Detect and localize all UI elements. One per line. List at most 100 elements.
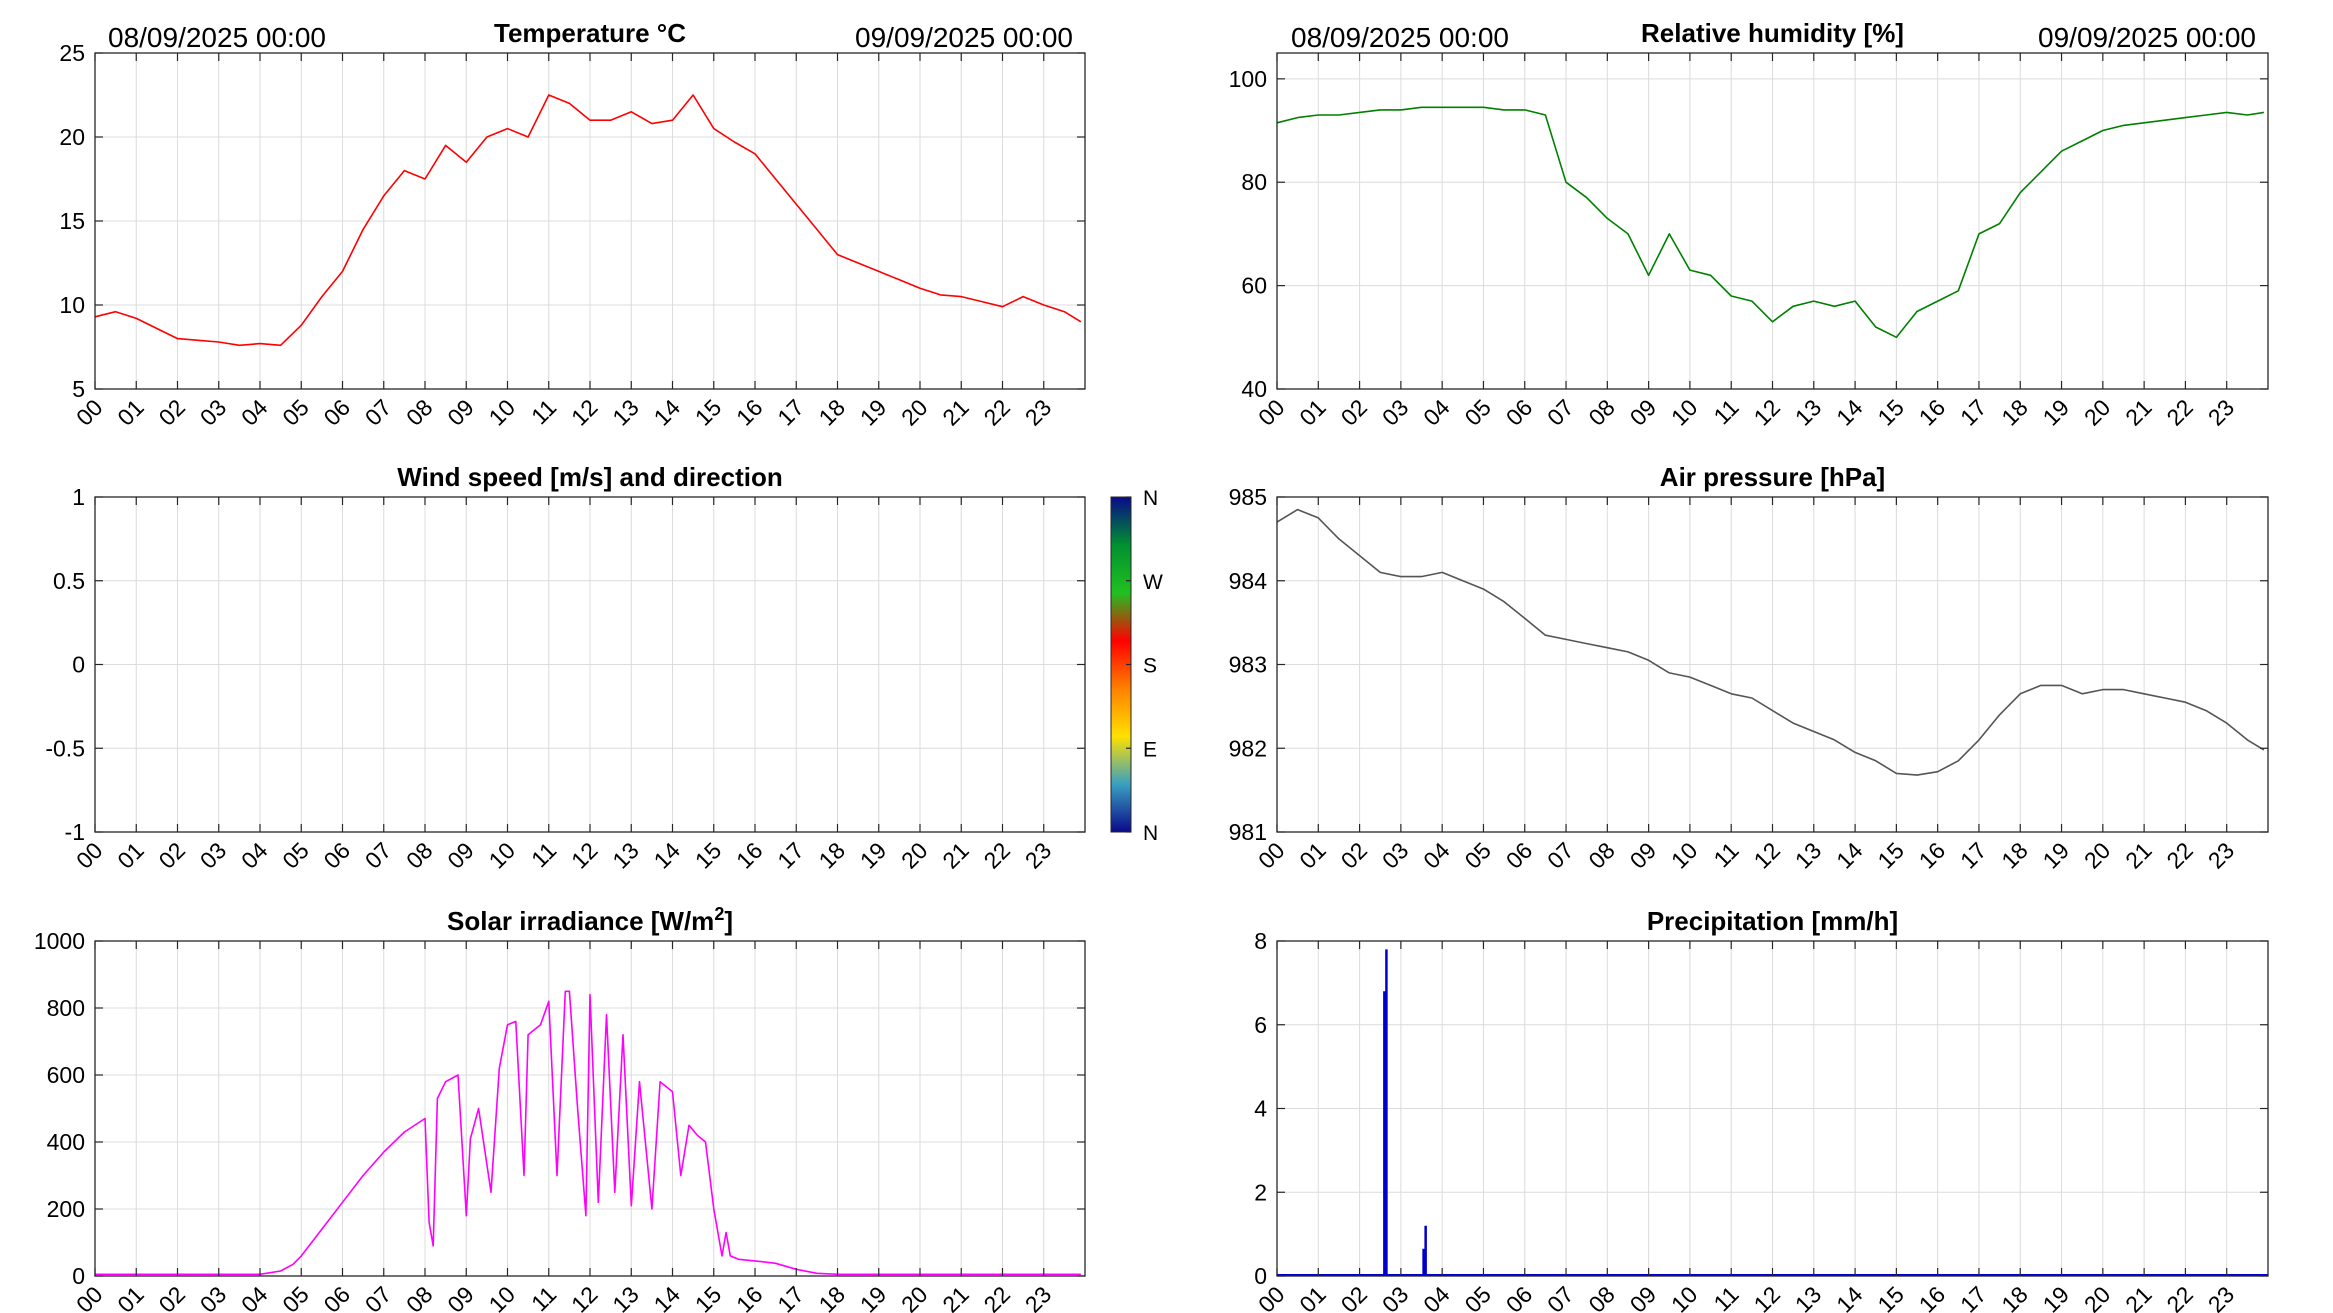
y-tick-label: 20 xyxy=(59,124,85,150)
y-tick-label: 100 xyxy=(1229,66,1267,92)
x-tick-label: 15 xyxy=(1872,837,1908,873)
x-tick-label: 06 xyxy=(319,394,355,430)
x-tick-label: 14 xyxy=(649,394,686,431)
x-tick-label: 16 xyxy=(1914,394,1950,430)
x-tick-label: 23 xyxy=(2203,1281,2239,1313)
wind-title: Wind speed [m/s] and direction xyxy=(397,462,782,492)
humidity-series-line xyxy=(1276,106,2265,339)
start-date-label-right: 08/09/2025 00:00 xyxy=(1291,22,1509,53)
x-tick-label: 03 xyxy=(195,837,231,873)
x-tick-label: 08 xyxy=(1583,394,1619,430)
x-tick-label: 03 xyxy=(1377,1281,1413,1313)
x-tick-label: 13 xyxy=(1790,394,1826,430)
x-tick-label: 22 xyxy=(2161,394,2197,430)
end-date-label-right: 09/09/2025 00:00 xyxy=(2038,22,2256,53)
x-tick-label: 21 xyxy=(2120,1281,2156,1313)
x-tick-label: 22 xyxy=(2161,837,2197,873)
end-date-label-left: 09/09/2025 00:00 xyxy=(855,22,1073,53)
x-tick-label: 09 xyxy=(442,1281,478,1313)
x-tick-label: 02 xyxy=(154,837,190,873)
y-tick-label: 0 xyxy=(72,1263,85,1289)
x-tick-label: 18 xyxy=(814,394,850,430)
x-tick-label: 19 xyxy=(2038,1281,2074,1313)
x-tick-label: 23 xyxy=(1020,1281,1056,1313)
temperature-series-line xyxy=(94,94,1082,347)
x-tick-label: 12 xyxy=(566,1281,602,1313)
x-tick-label: 07 xyxy=(1542,394,1578,430)
x-tick-label: 08 xyxy=(401,394,437,430)
x-tick-label: 16 xyxy=(1914,1281,1950,1313)
x-tick-label: 10 xyxy=(1666,1281,1702,1313)
x-tick-label: 02 xyxy=(154,1281,190,1313)
x-tick-label: 17 xyxy=(772,1281,808,1313)
colorbar-label: N xyxy=(1143,487,1158,510)
y-tick-label: 984 xyxy=(1229,568,1268,594)
y-tick-label: 2 xyxy=(1254,1179,1267,1205)
x-tick-label: 23 xyxy=(2203,837,2239,873)
x-tick-label: 04 xyxy=(236,1281,273,1313)
x-tick-label: 11 xyxy=(526,1281,561,1313)
pressure-title: Air pressure [hPa] xyxy=(1660,462,1885,492)
x-tick-label: 12 xyxy=(566,837,602,873)
x-tick-label: 13 xyxy=(1790,837,1826,873)
x-tick-label: 18 xyxy=(1996,837,2032,873)
y-tick-label: -1 xyxy=(65,819,85,845)
x-tick-label: 08 xyxy=(1583,837,1619,873)
x-tick-label: 09 xyxy=(1625,1281,1661,1313)
precip-title: Precipitation [mm/h] xyxy=(1647,906,1898,936)
colorbar-label: E xyxy=(1143,738,1157,761)
x-tick-label: 10 xyxy=(1666,837,1702,873)
x-tick-label: 21 xyxy=(937,394,973,430)
temperature-title: Temperature °C xyxy=(494,18,686,48)
x-tick-label: 15 xyxy=(1872,1281,1908,1313)
x-tick-label: 14 xyxy=(1831,394,1868,431)
y-tick-label: 10 xyxy=(59,292,85,318)
x-tick-label: 06 xyxy=(1501,1281,1537,1313)
x-tick-label: 18 xyxy=(1996,1281,2032,1313)
colorbar-label: N xyxy=(1143,822,1158,845)
x-tick-label: 05 xyxy=(1460,394,1496,430)
x-tick-label: 09 xyxy=(1625,394,1661,430)
x-tick-label: 17 xyxy=(772,394,808,430)
x-tick-label: 08 xyxy=(401,1281,437,1313)
x-tick-label: 20 xyxy=(896,394,932,430)
x-tick-label: 11 xyxy=(526,394,561,429)
x-tick-label: 16 xyxy=(1914,837,1950,873)
x-tick-label: 19 xyxy=(855,1281,891,1313)
x-tick-label: 10 xyxy=(484,394,520,430)
x-tick-label: 19 xyxy=(2038,837,2074,873)
x-tick-label: 01 xyxy=(1294,1281,1330,1313)
pressure-series-line xyxy=(1276,508,2265,776)
x-tick-label: 19 xyxy=(855,394,891,430)
x-tick-label: 04 xyxy=(1418,394,1455,431)
x-tick-label: 07 xyxy=(1542,1281,1578,1313)
x-tick-label: 12 xyxy=(1749,394,1785,430)
y-tick-label: 0 xyxy=(1254,1263,1267,1289)
x-tick-label: 09 xyxy=(442,394,478,430)
x-tick-label: 04 xyxy=(1418,1281,1455,1313)
x-tick-label: 11 xyxy=(526,837,561,872)
y-tick-label: 800 xyxy=(47,995,85,1021)
x-tick-label: 01 xyxy=(112,1281,148,1313)
y-tick-label: 15 xyxy=(59,208,85,234)
x-tick-label: 09 xyxy=(1625,837,1661,873)
y-tick-label: 1000 xyxy=(34,928,85,954)
x-tick-label: 13 xyxy=(607,394,643,430)
x-tick-label: 03 xyxy=(1377,394,1413,430)
x-tick-label: 13 xyxy=(607,1281,643,1313)
x-tick-label: 23 xyxy=(1020,837,1056,873)
x-tick-label: 13 xyxy=(607,837,643,873)
x-tick-label: 05 xyxy=(277,837,313,873)
x-tick-label: 20 xyxy=(896,1281,932,1313)
y-tick-label: 200 xyxy=(47,1196,85,1222)
x-tick-label: 14 xyxy=(1831,837,1868,874)
x-tick-label: 18 xyxy=(814,1281,850,1313)
x-tick-label: 17 xyxy=(1955,394,1991,430)
y-tick-label: 600 xyxy=(47,1062,85,1088)
x-tick-label: 23 xyxy=(2203,394,2239,430)
